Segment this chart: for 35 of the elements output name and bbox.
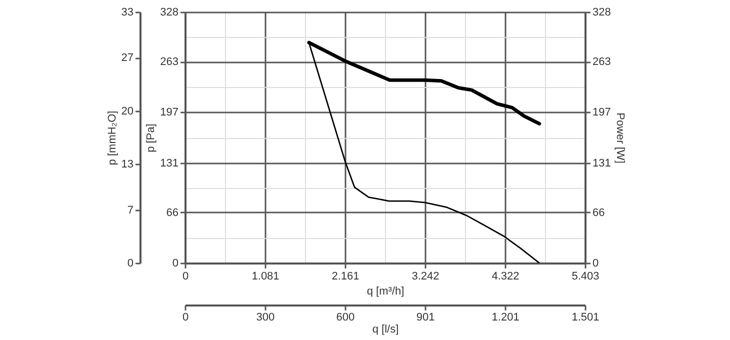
x2-tick-label: 1.501	[572, 312, 600, 324]
y3-tick-label: 7	[127, 204, 134, 216]
x-tick-label: 0	[182, 270, 189, 282]
x-axis-title: q [m³/h]	[366, 286, 404, 298]
y-tick-label: 66	[166, 206, 178, 219]
x-tick-label: 5.403	[572, 270, 600, 282]
x-tick-label: 2.161	[332, 270, 360, 282]
x2-tick-label: 1.201	[492, 312, 520, 324]
y-tick-label: 131	[160, 157, 178, 170]
y2-tick-label: 66	[592, 206, 605, 219]
x-tick-label: 1.081	[252, 270, 280, 282]
x2-tick-label: 300	[256, 312, 275, 324]
y2-tick-label: 197	[592, 106, 611, 119]
x-tick-label: 4.322	[492, 270, 520, 282]
y2-tick-label: 131	[592, 157, 611, 170]
y-axis-title: p [Pa]	[145, 124, 158, 152]
y3-tick-label: 0	[127, 258, 134, 270]
y3-tick-label: 33	[121, 6, 134, 18]
y3-tick-label: 13	[121, 158, 134, 171]
x2-tick-label: 0	[182, 312, 189, 324]
y3-tick-label: 27	[121, 52, 134, 64]
x2-axis-title: q [l/s]	[372, 324, 399, 336]
y-tick-label: 263	[160, 56, 178, 68]
y3-axis-title: p [mmH₂O]	[106, 110, 118, 166]
y-tick-label: 0	[172, 258, 178, 270]
y2-tick-label: 0	[592, 258, 599, 270]
y2-tick-label: 263	[592, 56, 611, 68]
x2-tick-label: 901	[416, 312, 435, 324]
x-tick-label: 3.242	[412, 270, 440, 282]
y3-tick-label: 20	[121, 105, 134, 118]
y2-tick-label: 328	[592, 6, 611, 18]
y-tick-label: 328	[160, 6, 178, 18]
y-tick-label: 197	[160, 106, 178, 119]
x2-tick-label: 600	[336, 312, 355, 324]
y2-axis-title: Power [W]	[614, 112, 626, 164]
